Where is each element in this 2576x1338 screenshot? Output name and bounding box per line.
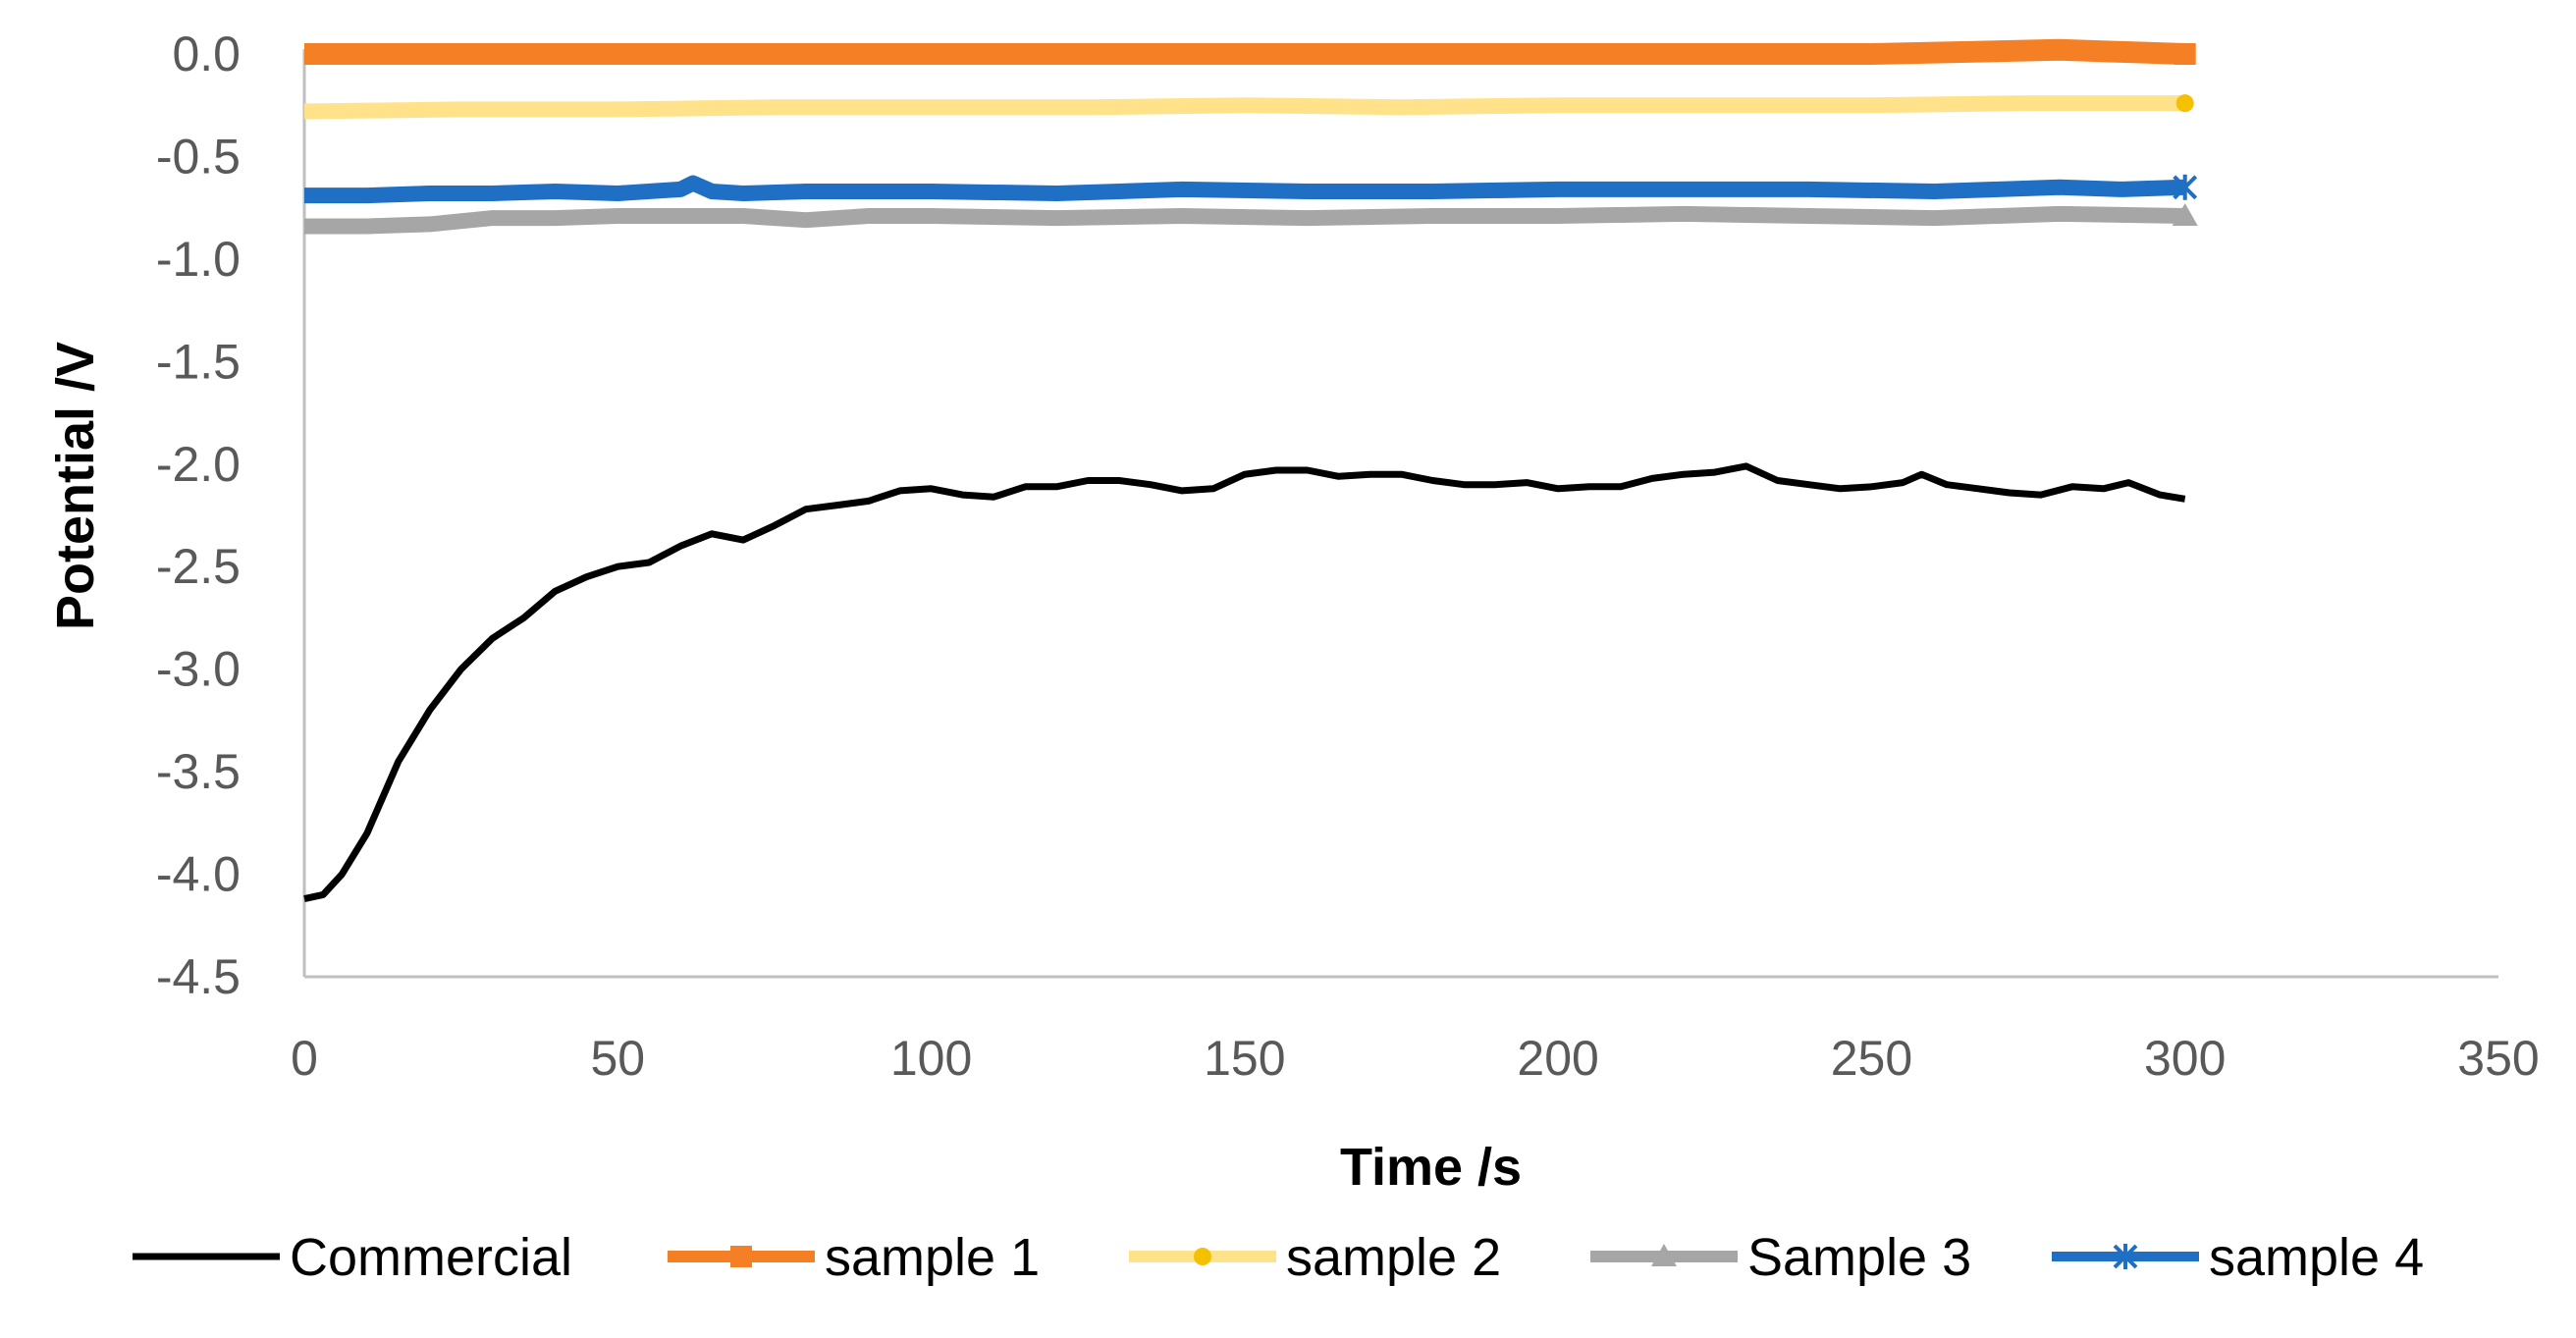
legend-marker-sample-4 [2113,1244,2138,1269]
y-tick-label: -3.0 [156,642,241,697]
legend-label-sample-3: Sample 3 [1747,1228,1971,1287]
legend-item-sample-3: Sample 3 [1590,1228,1971,1287]
x-tick-label: 300 [2144,1031,2226,1086]
series-line-sample-3 [304,205,2185,235]
y-tick-label: -3.5 [156,744,241,799]
y-tick-label: -2.0 [156,437,241,492]
legend: Commercial sample 1 sample 2 Sample 3 sample… [133,1228,2424,1287]
legend-label-sample-1: sample 1 [825,1228,1040,1287]
plot-area [303,38,2198,903]
series-marker-sample-2 [2175,94,2194,113]
y-tick-label: -0.5 [156,129,241,184]
legend-item-commercial: Commercial [133,1228,572,1287]
series-line-sample-2 [303,95,2185,120]
legend-item-sample-1: sample 1 [668,1228,1040,1287]
series-marker-sample-1 [2174,43,2196,65]
series-marker-sample-4 [2173,174,2198,200]
series-line-commercial [303,462,2186,903]
x-tick-label: 100 [890,1031,972,1086]
y-tick-label: -1.0 [156,232,241,287]
y-tick-label: -2.5 [156,539,241,594]
x-tick-label: 350 [2457,1031,2539,1086]
series-line-sample-4 [304,175,2185,204]
y-tick-label: -4.5 [156,949,241,1004]
x-axis-ticks: 0 50 100 150 200 250 300 350 [291,1031,2540,1086]
x-tick-label: 150 [1204,1031,1285,1086]
legend-label-sample-4: sample 4 [2209,1228,2424,1287]
series-marker-sample-3 [2172,203,2198,227]
y-tick-label: -1.5 [156,334,241,389]
x-tick-label: 250 [1831,1031,1912,1086]
legend-marker-sample-2 [1194,1248,1211,1265]
x-axis-title: Time /s [1340,1138,1522,1197]
y-axis-title: Potential /V [46,342,105,630]
legend-item-sample-2: sample 2 [1129,1228,1501,1287]
legend-marker-sample-1 [730,1246,752,1267]
legend-marker-sample-3 [1651,1244,1677,1266]
x-tick-label: 50 [590,1031,645,1086]
y-axis-ticks: 0.0 -0.5 -1.0 -1.5 -2.0 -2.5 -3.0 -3.5 -4.0 -4.5 [156,27,241,1004]
legend-label-commercial: Commercial [290,1228,572,1287]
legend-item-sample-4: sample 4 [2052,1228,2424,1287]
y-tick-label: -4.0 [156,847,241,902]
x-tick-label: 200 [1517,1031,1598,1086]
axes [302,49,2498,979]
series-line-sample-1 [304,38,2186,65]
y-tick-label: 0.0 [172,27,241,81]
x-tick-label: 0 [291,1031,318,1086]
legend-label-sample-2: sample 2 [1286,1228,1501,1287]
